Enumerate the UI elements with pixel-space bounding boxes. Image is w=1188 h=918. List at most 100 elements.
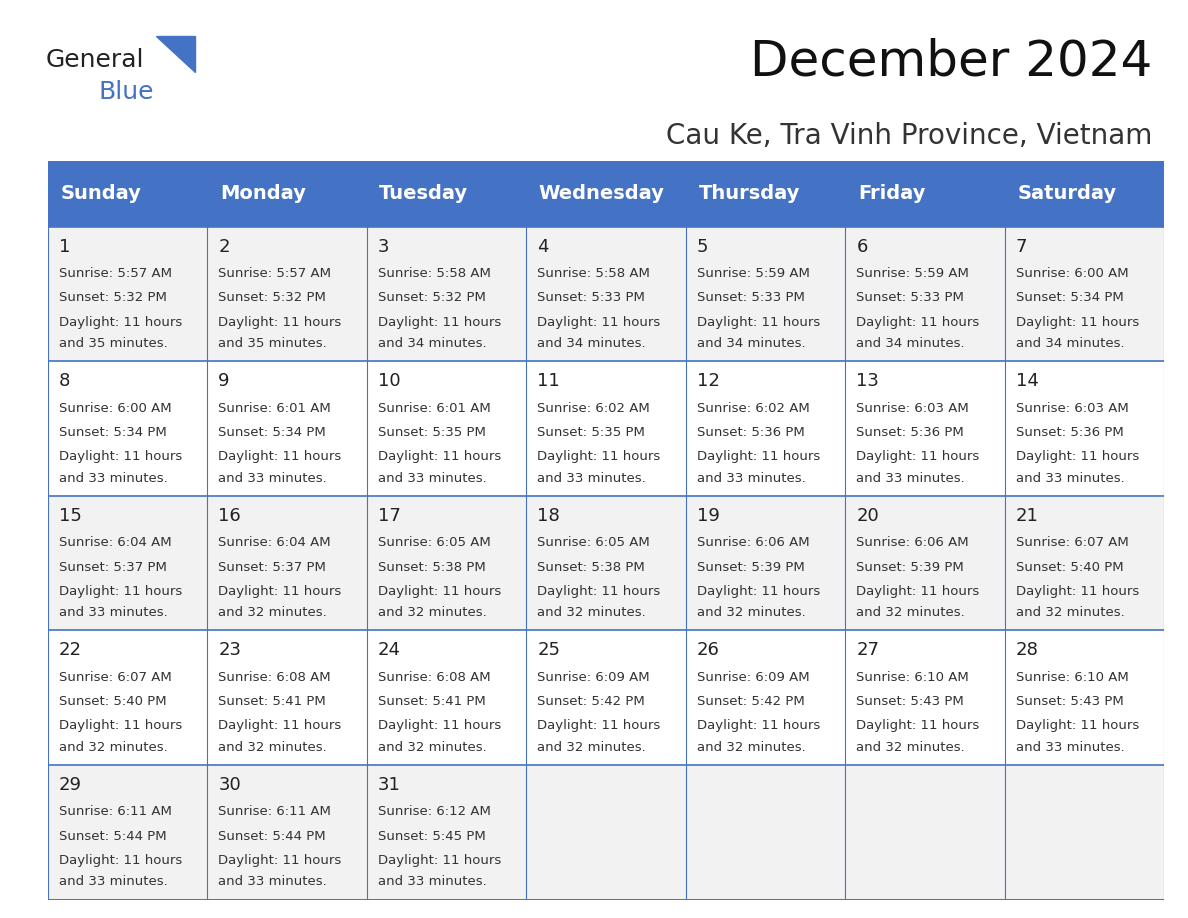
FancyBboxPatch shape	[207, 161, 367, 227]
Text: Daylight: 11 hours: Daylight: 11 hours	[219, 585, 341, 598]
Text: 17: 17	[378, 507, 400, 525]
Text: Sunset: 5:33 PM: Sunset: 5:33 PM	[537, 291, 645, 305]
Text: 2: 2	[219, 238, 229, 255]
FancyBboxPatch shape	[48, 362, 207, 496]
FancyBboxPatch shape	[367, 765, 526, 900]
Text: Daylight: 11 hours: Daylight: 11 hours	[378, 585, 501, 598]
Text: Daylight: 11 hours: Daylight: 11 hours	[378, 316, 501, 329]
FancyBboxPatch shape	[367, 496, 526, 631]
Text: Daylight: 11 hours: Daylight: 11 hours	[58, 316, 182, 329]
Text: Sunset: 5:39 PM: Sunset: 5:39 PM	[697, 561, 804, 574]
Text: and 33 minutes.: and 33 minutes.	[219, 472, 327, 485]
Text: Sunrise: 5:59 AM: Sunrise: 5:59 AM	[697, 267, 810, 280]
FancyBboxPatch shape	[685, 161, 845, 227]
Text: Sunset: 5:34 PM: Sunset: 5:34 PM	[1016, 291, 1124, 305]
FancyBboxPatch shape	[685, 362, 845, 496]
Text: 7: 7	[1016, 238, 1028, 255]
Text: 3: 3	[378, 238, 390, 255]
Text: Daylight: 11 hours: Daylight: 11 hours	[537, 316, 661, 329]
Text: 31: 31	[378, 776, 400, 794]
Text: Daylight: 11 hours: Daylight: 11 hours	[219, 854, 341, 867]
Text: and 33 minutes.: and 33 minutes.	[697, 472, 805, 485]
Text: 29: 29	[58, 776, 82, 794]
FancyBboxPatch shape	[1005, 765, 1164, 900]
Text: and 32 minutes.: and 32 minutes.	[857, 606, 965, 620]
FancyBboxPatch shape	[1005, 631, 1164, 765]
Text: and 34 minutes.: and 34 minutes.	[857, 337, 965, 350]
Text: Sunset: 5:32 PM: Sunset: 5:32 PM	[58, 291, 166, 305]
Text: Sunrise: 6:11 AM: Sunrise: 6:11 AM	[219, 805, 331, 819]
Text: Sunset: 5:36 PM: Sunset: 5:36 PM	[857, 426, 965, 439]
FancyBboxPatch shape	[48, 227, 207, 362]
Text: Daylight: 11 hours: Daylight: 11 hours	[1016, 720, 1139, 733]
Text: Sunset: 5:36 PM: Sunset: 5:36 PM	[697, 426, 804, 439]
FancyBboxPatch shape	[845, 631, 1005, 765]
Text: Sunset: 5:35 PM: Sunset: 5:35 PM	[378, 426, 486, 439]
Text: and 32 minutes.: and 32 minutes.	[537, 741, 646, 754]
FancyBboxPatch shape	[526, 765, 685, 900]
Text: and 33 minutes.: and 33 minutes.	[378, 472, 487, 485]
Text: Sunrise: 6:10 AM: Sunrise: 6:10 AM	[1016, 671, 1129, 684]
Text: Sunset: 5:44 PM: Sunset: 5:44 PM	[58, 830, 166, 843]
Text: Sunset: 5:33 PM: Sunset: 5:33 PM	[857, 291, 965, 305]
FancyBboxPatch shape	[1005, 496, 1164, 631]
FancyBboxPatch shape	[845, 362, 1005, 496]
Text: and 33 minutes.: and 33 minutes.	[58, 472, 168, 485]
Text: Daylight: 11 hours: Daylight: 11 hours	[697, 316, 820, 329]
Text: 6: 6	[857, 238, 867, 255]
Text: Friday: Friday	[858, 185, 925, 203]
FancyBboxPatch shape	[1005, 161, 1164, 227]
Text: Sunrise: 6:03 AM: Sunrise: 6:03 AM	[857, 402, 969, 415]
Text: Sunrise: 6:10 AM: Sunrise: 6:10 AM	[857, 671, 969, 684]
Text: Daylight: 11 hours: Daylight: 11 hours	[378, 720, 501, 733]
Text: Daylight: 11 hours: Daylight: 11 hours	[857, 720, 980, 733]
FancyBboxPatch shape	[48, 631, 207, 765]
Text: Sunrise: 6:05 AM: Sunrise: 6:05 AM	[378, 536, 491, 549]
Text: Tuesday: Tuesday	[379, 185, 468, 203]
Text: and 32 minutes.: and 32 minutes.	[378, 606, 487, 620]
Polygon shape	[157, 36, 195, 72]
Text: 5: 5	[697, 238, 708, 255]
FancyBboxPatch shape	[526, 631, 685, 765]
Text: Daylight: 11 hours: Daylight: 11 hours	[219, 450, 341, 464]
Text: Sunset: 5:33 PM: Sunset: 5:33 PM	[697, 291, 804, 305]
Text: Sunrise: 5:59 AM: Sunrise: 5:59 AM	[857, 267, 969, 280]
Text: Sunset: 5:42 PM: Sunset: 5:42 PM	[697, 695, 804, 708]
Text: and 33 minutes.: and 33 minutes.	[219, 876, 327, 889]
Text: Daylight: 11 hours: Daylight: 11 hours	[857, 585, 980, 598]
FancyBboxPatch shape	[685, 496, 845, 631]
Text: Daylight: 11 hours: Daylight: 11 hours	[378, 450, 501, 464]
Text: Sunset: 5:40 PM: Sunset: 5:40 PM	[1016, 561, 1124, 574]
Text: December 2024: December 2024	[750, 38, 1152, 85]
Text: and 33 minutes.: and 33 minutes.	[537, 472, 646, 485]
Text: Daylight: 11 hours: Daylight: 11 hours	[1016, 450, 1139, 464]
Text: Sunrise: 6:07 AM: Sunrise: 6:07 AM	[58, 671, 171, 684]
FancyBboxPatch shape	[526, 227, 685, 362]
Text: Sunrise: 5:58 AM: Sunrise: 5:58 AM	[537, 267, 650, 280]
Text: Wednesday: Wednesday	[539, 185, 665, 203]
FancyBboxPatch shape	[685, 765, 845, 900]
Text: 18: 18	[537, 507, 560, 525]
Text: 12: 12	[697, 372, 720, 390]
Text: Sunrise: 6:01 AM: Sunrise: 6:01 AM	[378, 402, 491, 415]
FancyBboxPatch shape	[207, 631, 367, 765]
Text: Daylight: 11 hours: Daylight: 11 hours	[58, 450, 182, 464]
Text: 22: 22	[58, 642, 82, 659]
Text: Sunset: 5:38 PM: Sunset: 5:38 PM	[378, 561, 486, 574]
Text: and 32 minutes.: and 32 minutes.	[1016, 606, 1125, 620]
FancyBboxPatch shape	[207, 362, 367, 496]
Text: and 35 minutes.: and 35 minutes.	[58, 337, 168, 350]
Text: 13: 13	[857, 372, 879, 390]
Text: Sunrise: 5:58 AM: Sunrise: 5:58 AM	[378, 267, 491, 280]
Text: Daylight: 11 hours: Daylight: 11 hours	[58, 585, 182, 598]
Text: Sunrise: 6:11 AM: Sunrise: 6:11 AM	[58, 805, 171, 819]
Text: Sunrise: 6:08 AM: Sunrise: 6:08 AM	[378, 671, 491, 684]
Text: Sunrise: 6:00 AM: Sunrise: 6:00 AM	[58, 402, 171, 415]
FancyBboxPatch shape	[685, 631, 845, 765]
FancyBboxPatch shape	[845, 227, 1005, 362]
Text: and 33 minutes.: and 33 minutes.	[58, 876, 168, 889]
Text: Sunrise: 6:04 AM: Sunrise: 6:04 AM	[58, 536, 171, 549]
FancyBboxPatch shape	[1005, 362, 1164, 496]
FancyBboxPatch shape	[207, 496, 367, 631]
Text: and 32 minutes.: and 32 minutes.	[219, 606, 327, 620]
